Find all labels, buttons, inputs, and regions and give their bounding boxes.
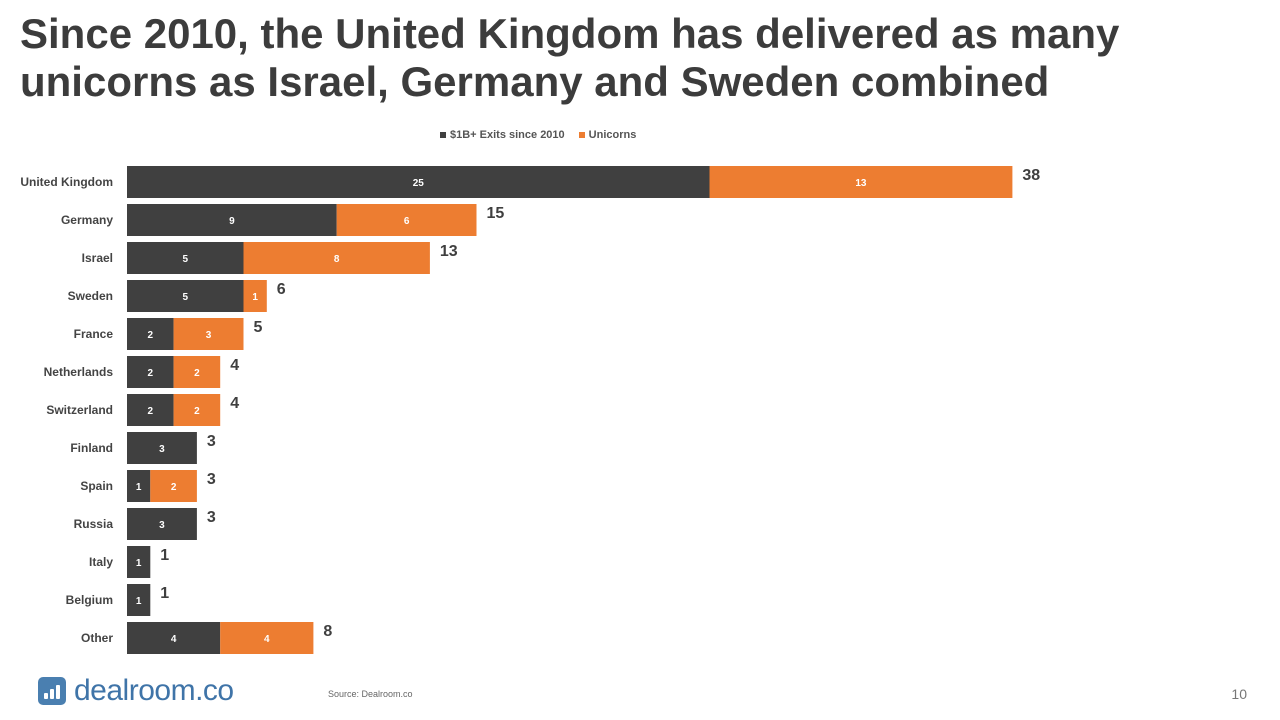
bar-exits xyxy=(127,204,337,236)
legend-swatch-exits xyxy=(440,132,446,138)
bar-label-exits: 2 xyxy=(148,330,154,341)
legend-swatch-unicorns xyxy=(578,132,585,138)
legend-item-unicorns: Unicorns xyxy=(578,129,637,141)
bar-label-unicorns: 8 xyxy=(334,254,340,265)
total-label: 4 xyxy=(230,357,239,374)
bar-exits xyxy=(127,546,151,578)
total-label: 8 xyxy=(323,623,332,640)
bar-unicorns xyxy=(173,356,221,388)
total-label: 38 xyxy=(1022,167,1040,184)
category-label: France xyxy=(74,327,114,341)
dealroom-logo: dealroom.co xyxy=(38,674,234,708)
bar-label-unicorns: 2 xyxy=(194,368,200,379)
category-label: Belgium xyxy=(66,593,113,607)
bar-unicorns xyxy=(173,318,244,350)
category-label: Italy xyxy=(89,555,113,569)
bar-label-exits: 9 xyxy=(229,216,235,227)
bar-label-exits: 1 xyxy=(136,596,142,607)
total-label: 6 xyxy=(277,281,286,298)
bar-unicorns xyxy=(220,622,314,654)
chart-legend: $1B+ Exits since 2010 Unicorns xyxy=(440,127,636,143)
bar-label-exits: 25 xyxy=(413,178,425,189)
total-label: 1 xyxy=(160,547,169,564)
bar-label-exits: 2 xyxy=(148,368,154,379)
bar-label-exits: 5 xyxy=(182,292,188,303)
bar-label-exits: 3 xyxy=(159,444,165,455)
bar-label-unicorns: 13 xyxy=(855,178,867,189)
bar-label-unicorns: 3 xyxy=(206,330,212,341)
bar-exits xyxy=(127,280,244,312)
category-label: Netherlands xyxy=(44,365,114,379)
category-label: Russia xyxy=(74,517,114,531)
total-label: 15 xyxy=(487,205,505,222)
bar-label-unicorns: 2 xyxy=(171,482,177,493)
legend-label-unicorns: Unicorns xyxy=(588,129,637,141)
bar-label-exits: 2 xyxy=(148,406,154,417)
bar-exits xyxy=(127,508,197,540)
category-label: Other xyxy=(81,631,113,645)
category-label: Germany xyxy=(61,213,113,227)
category-label: Spain xyxy=(80,479,113,493)
bar-label-exits: 1 xyxy=(136,558,142,569)
category-label: United Kingdom xyxy=(20,175,113,189)
bar-unicorns xyxy=(243,242,430,274)
bar-exits xyxy=(127,432,197,464)
category-label: Switzerland xyxy=(46,403,113,417)
bar-label-exits: 5 xyxy=(182,254,188,265)
legend-item-exits: $1B+ Exits since 2010 xyxy=(440,129,565,141)
total-label: 13 xyxy=(440,243,458,260)
bar-label-unicorns: 6 xyxy=(404,216,410,227)
total-label: 3 xyxy=(207,433,216,450)
category-label: Finland xyxy=(70,441,113,455)
bar-exits xyxy=(127,166,710,198)
bar-exits xyxy=(127,470,151,502)
bar-exits xyxy=(127,242,244,274)
bar-exits xyxy=(127,394,174,426)
bar-label-unicorns: 4 xyxy=(264,634,270,645)
total-label: 3 xyxy=(207,509,216,526)
source-note: Source: Dealroom.co xyxy=(328,689,413,699)
bar-label-exits: 1 xyxy=(136,482,142,493)
bar-label-exits: 4 xyxy=(171,634,177,645)
slide-title: Since 2010, the United Kingdom has deliv… xyxy=(20,10,1120,105)
logo-text: dealroom.co xyxy=(74,674,234,707)
bar-exits xyxy=(127,356,174,388)
legend-label-exits: $1B+ Exits since 2010 xyxy=(450,129,565,141)
bar-unicorns xyxy=(336,204,477,236)
bar-unicorns xyxy=(150,470,197,502)
total-label: 1 xyxy=(160,585,169,602)
page-number: 10 xyxy=(1231,686,1247,702)
total-label: 3 xyxy=(207,471,216,488)
bar-label-unicorns: 2 xyxy=(194,406,200,417)
category-label: Israel xyxy=(82,251,113,265)
bar-exits xyxy=(127,318,174,350)
bar-unicorns xyxy=(709,166,1013,198)
bar-exits xyxy=(127,584,151,616)
total-label: 5 xyxy=(254,319,263,336)
bar-unicorns xyxy=(173,394,221,426)
bar-label-unicorns: 1 xyxy=(252,292,258,303)
bar-exits xyxy=(127,622,221,654)
bar-unicorns xyxy=(243,280,267,312)
bar-label-exits: 3 xyxy=(159,520,165,531)
total-label: 4 xyxy=(230,395,239,412)
bar-chart-icon xyxy=(38,677,66,705)
category-label: Sweden xyxy=(68,289,113,303)
